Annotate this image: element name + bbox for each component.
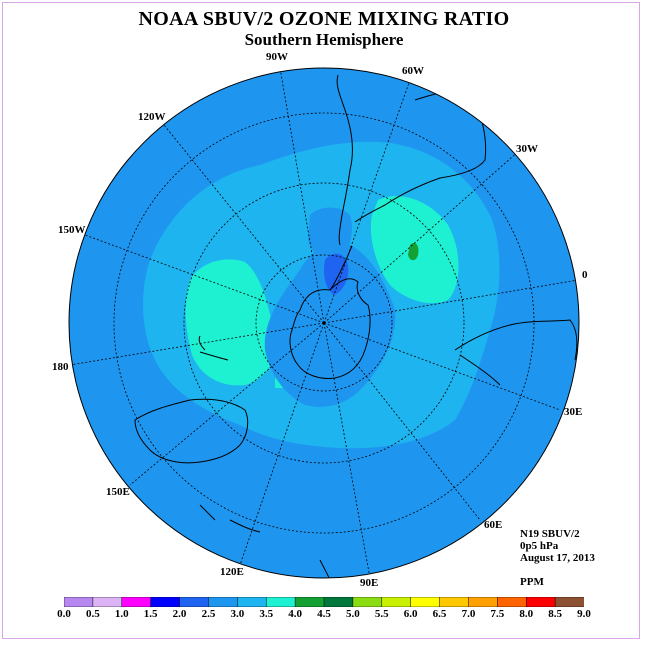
latitude-circles	[113, 112, 535, 534]
colorbar-swatch	[237, 597, 267, 607]
page-frame	[2, 2, 640, 639]
colorbar-tick-label: 5.0	[346, 608, 360, 620]
colorbar-tick-label: 5.5	[374, 608, 389, 620]
info-instrument: N19 SBUV/2	[520, 528, 580, 540]
map-title: NOAA SBUV/2 OZONE MIXING RATIO	[138, 8, 510, 30]
colorbar-swatch	[323, 597, 354, 607]
colorbar-swatch	[121, 597, 152, 607]
colorbar-tick-label: 8.5	[548, 608, 562, 620]
contour-4-0	[408, 243, 419, 261]
colorbar-swatch	[439, 597, 469, 607]
colorbar-swatch	[410, 597, 441, 607]
colorbar-swatch	[525, 597, 556, 607]
colorbar-swatch	[150, 597, 181, 607]
colorbar	[64, 597, 584, 607]
colorbar-tick-label: 4.5	[317, 608, 331, 620]
colorbar-tick-label: 7.5	[490, 608, 505, 620]
colorbar-tick-label: 2.5	[201, 608, 216, 620]
lon-label-60e: 60E	[484, 519, 502, 531]
colorbar-swatch	[381, 597, 412, 607]
colorbar-swatch	[92, 597, 123, 607]
contour-2-0	[324, 253, 349, 295]
colorbar-tick-label: 8.0	[519, 608, 534, 620]
lon-label-90w: 90W	[266, 51, 288, 63]
colorbar-tick-label: 1.0	[114, 608, 129, 620]
colorbar-swatch	[468, 597, 498, 607]
lon-label-180: 180	[52, 361, 69, 373]
colorbar-tick-label: 2.0	[172, 608, 187, 620]
lon-label-30e: 30E	[564, 406, 582, 418]
colorbar-swatch	[208, 597, 238, 607]
colorbar-tick-label: 7.0	[461, 608, 476, 620]
colorbar-tick-label: 6.0	[403, 608, 418, 620]
colorbar-tick-label: 4.0	[288, 608, 302, 620]
colorbar-tick-label: 3.5	[259, 608, 274, 620]
colorbar-tick-label: 0.0	[57, 608, 71, 620]
colorbar-swatch	[179, 597, 209, 607]
lon-label-150e: 150E	[106, 486, 130, 498]
contour-2-5-polar	[264, 243, 396, 407]
colorbar-tick-label: 9.0	[577, 608, 591, 620]
info-level: 0p5 hPa	[520, 540, 559, 552]
meridians	[69, 68, 579, 578]
colorbar-swatch	[294, 597, 325, 607]
info-units: PPM	[520, 576, 544, 588]
lon-label-150w: 150W	[58, 224, 86, 236]
lon-label-120w: 120W	[138, 111, 166, 123]
colorbar-swatch	[497, 597, 527, 607]
colorbar-swatch	[352, 597, 383, 607]
colorbar-swatch	[265, 597, 296, 607]
colorbar-tick-label: 6.5	[432, 608, 447, 620]
lon-label-30w: 30W	[516, 143, 538, 155]
colorbar-tick-label: 3.0	[230, 608, 245, 620]
colorbar-swatch	[64, 597, 94, 607]
map-subtitle: Southern Hemisphere	[244, 30, 404, 49]
coastlines	[134, 74, 578, 578]
lon-label-60w: 60W	[402, 65, 424, 77]
map-boundary	[68, 67, 580, 579]
info-date: August 17, 2013	[520, 552, 595, 564]
colorbar-tick-label: 1.5	[143, 608, 158, 620]
lon-label-120e: 120E	[220, 566, 244, 578]
lon-label-0: 0	[582, 269, 588, 281]
colorbar-tick-label: 0.5	[86, 608, 100, 620]
lon-label-90e: 90E	[360, 577, 378, 589]
colorbar-swatch	[554, 597, 584, 607]
